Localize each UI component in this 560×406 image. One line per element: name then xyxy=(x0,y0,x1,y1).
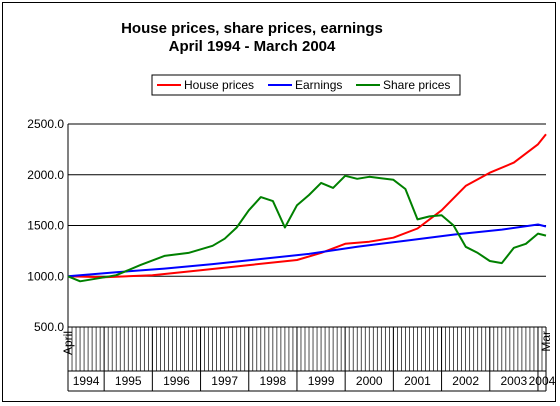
y-tick-label: 500.0 xyxy=(34,320,64,334)
legend-box xyxy=(151,74,461,96)
chart-subtitle: April 1994 - March 2004 xyxy=(169,38,336,55)
x-year-label: 1996 xyxy=(163,374,190,388)
x-year-label: 1998 xyxy=(260,374,287,388)
x-year-label: 1999 xyxy=(308,374,335,388)
chart-title: House prices, share prices, earnings xyxy=(121,20,383,37)
legend-label-earnings: Earnings xyxy=(295,78,342,92)
y-tick-label: 1000.0 xyxy=(27,269,64,283)
series-line-house-prices xyxy=(67,133,547,279)
chart-frame xyxy=(2,2,556,402)
gridlines xyxy=(67,123,546,328)
y-tick-label: 1500.0 xyxy=(27,219,64,233)
x-year-label: 1994 xyxy=(73,374,100,388)
series-line-share-prices xyxy=(67,174,547,283)
x-axis: 1994 1995 1996 1997 1998 1999 2000 2001 2002 2003… xyxy=(61,327,556,392)
x-year-label: 2000 xyxy=(356,374,383,388)
legend: House prices Earnings Share prices xyxy=(151,74,461,96)
y-tick-label: 2000.0 xyxy=(27,168,64,182)
series-line-earnings xyxy=(67,223,547,278)
x-year-label: 2002 xyxy=(452,374,479,388)
x-year-label: 2004 xyxy=(529,374,556,388)
x-end-label: Mar xyxy=(539,331,553,352)
x-year-label: 2001 xyxy=(404,374,431,388)
y-axis-ticks: 2500.0 2000.0 1500.0 1000.0 500.0 xyxy=(27,117,64,334)
y-tick-label: 2500.0 xyxy=(27,117,64,131)
x-start-label: April xyxy=(61,331,75,355)
x-year-label: 1997 xyxy=(211,374,238,388)
x-year-label: 2003 xyxy=(501,374,528,388)
legend-label-share-prices: Share prices xyxy=(383,78,450,92)
x-year-label: 1995 xyxy=(115,374,142,388)
legend-label-house-prices: House prices xyxy=(184,78,254,92)
series-lines xyxy=(67,133,547,283)
